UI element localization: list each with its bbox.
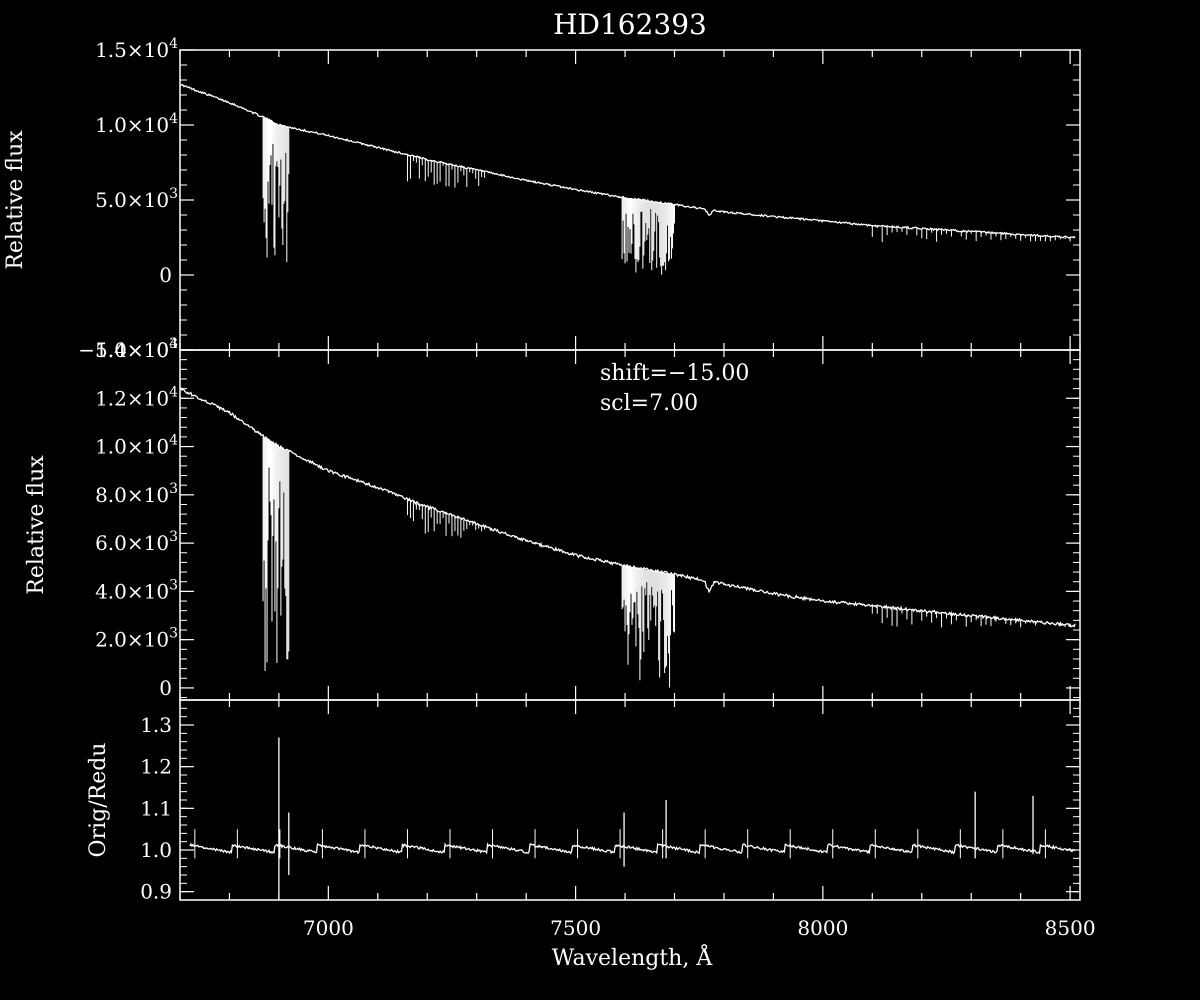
chart-title: HD162393	[553, 8, 707, 41]
y-tick-label: 1.1	[140, 796, 172, 820]
x-tick-label: 7500	[550, 916, 601, 940]
y-tick-label: 1.3	[140, 713, 172, 737]
y-tick-label: 1.4×104	[95, 336, 178, 362]
y-tick-label: 4.0×103	[95, 577, 178, 603]
series-group	[180, 83, 1076, 275]
annotation-scale: scl=7.00	[600, 391, 698, 416]
series-group	[180, 386, 1076, 688]
y-tick-label: −5.0×103	[78, 336, 178, 362]
y-tick-label: 1.0	[140, 838, 172, 862]
y-axis-label-ratio: Orig/Redu	[86, 743, 111, 858]
panel-original-flux: Relative flux −5.0×103 0 5.0×103 1.0×104 1.5…	[3, 36, 1081, 362]
y-axis-label-original: Relative flux	[3, 130, 28, 270]
x-tick-label: 8000	[797, 916, 848, 940]
y-tick-label: 0	[159, 263, 172, 287]
y-tick-label: 0.9	[140, 880, 172, 904]
panel-ratio: Orig/Redu 0.9 1.0 1.1 1.2 1.3	[86, 699, 1081, 904]
plot-frame	[179, 699, 1081, 901]
ratio-line	[189, 842, 1076, 855]
y-tick-label: 1.2×104	[95, 384, 178, 410]
annotation-shift: shift=−15.00	[600, 361, 749, 386]
y-tick-label: 6.0×103	[95, 529, 178, 555]
y-tick-label: 2.0×103	[95, 626, 178, 652]
x-tick-label: 7000	[303, 916, 354, 940]
y-tick-label: 5.0×103	[95, 186, 178, 212]
x-axis-label: Wavelength, Å	[552, 943, 714, 971]
y-tick-label: 8.0×103	[95, 481, 178, 507]
series-group	[189, 737, 1076, 900]
panel-corrected-flux: Relative flux shift=−15.00 scl=7.00 0 2.0…	[24, 336, 1081, 701]
y-tick-label: 1.5×104	[95, 36, 178, 62]
y-tick-label: 0	[159, 676, 172, 700]
x-tick-label: 8500	[1045, 916, 1096, 940]
y-axis-label-corrected: Relative flux	[24, 455, 49, 595]
spectrum-line	[180, 386, 1076, 628]
y-tick-label: 1.0×104	[95, 111, 178, 137]
y-tick-label: 1.0×104	[95, 433, 178, 459]
y-tick-label: 1.2	[140, 755, 172, 779]
